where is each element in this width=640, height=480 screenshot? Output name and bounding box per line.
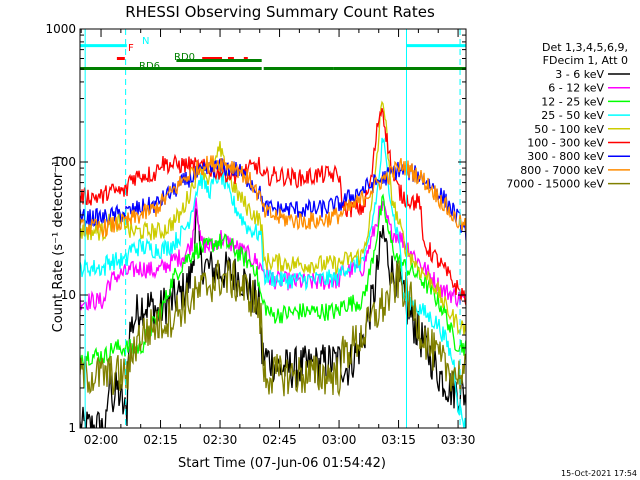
legend-label-8: 7000 - 15000 keV [506,178,604,191]
x-tick-label: 02:15 [143,433,178,447]
x-tick-label: 02:00 [84,433,119,447]
series-line-7 [80,155,466,238]
x-tick-label: 02:45 [262,433,297,447]
legend-label-4: 50 - 100 keV [534,123,604,136]
y-axis-label: Count Rate (s⁻¹ detector⁻¹) [51,156,66,333]
timestamp-footer: 15-Oct-2021 17:54 [561,469,637,478]
series-line-3 [80,137,466,428]
x-tick-label: 03:00 [322,433,357,447]
x-axis: 02:00 02:15 02:30 02:45 03:00 03:15 03:30 [80,29,476,447]
y-tick-label: 10 [61,288,76,302]
legend-label-3: 25 - 50 keV [541,109,604,122]
legend: Det 1,3,4,5,6,9, FDecim 1, Att 0 3 - 6 k… [506,41,630,191]
series-line-8 [80,259,466,397]
legend-header-line-1: Det 1,3,4,5,6,9, [542,41,628,54]
status-bar-label-rd0: RD0 [174,52,195,63]
x-tick-label: 03:30 [441,433,476,447]
legend-label-7: 800 - 7000 keV [520,164,604,177]
chart-title: RHESSI Observing Summary Count Rates [125,3,435,21]
y-tick-label: 1 [68,421,76,435]
legend-label-5: 100 - 300 keV [527,137,604,150]
y-tick-label: 1000 [45,22,76,36]
legend-label-1: 6 - 12 keV [548,82,604,95]
legend-label-0: 3 - 6 keV [555,68,604,81]
series-line-5 [80,108,466,306]
status-bar-label-f: F [128,43,134,54]
x-tick-label: 03:15 [381,433,416,447]
plot-area: NF RD0 RD6 [79,28,467,429]
legend-label-6: 300 - 800 keV [527,150,604,163]
status-bars: NF RD0 RD6 [80,36,466,72]
legend-label-2: 12 - 25 keV [541,95,604,108]
status-bar-label-rd6: RD6 [139,61,160,72]
x-tick-label: 02:30 [203,433,238,447]
y-tick-label: 100 [53,155,76,169]
status-bar-label-n: N [142,36,149,47]
series-lines [80,100,466,428]
series-line-4 [80,100,466,336]
plot-frame [79,28,467,429]
y-axis: 1 10 100 1000 [45,22,466,435]
legend-header-line-2: FDecim 1, Att 0 [543,54,628,67]
x-axis-label: Start Time (07-Jun-06 01:54:42) [178,456,386,471]
